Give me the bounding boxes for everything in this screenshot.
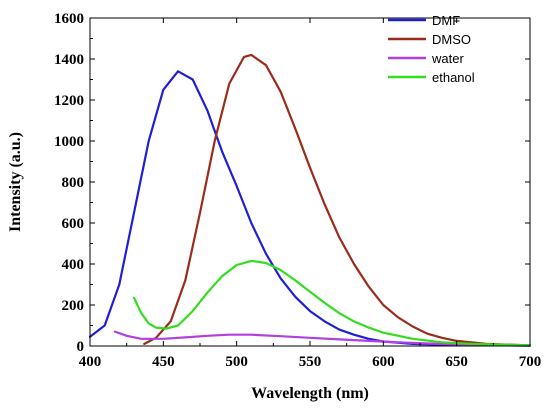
y-tick-label: 600 [62,216,85,232]
y-tick-label: 1000 [54,134,84,150]
y-tick-label: 1600 [54,11,84,27]
x-tick-label: 450 [152,354,175,370]
series-layer [88,53,532,347]
series-line-dmso [143,53,532,347]
ticks-layer: 400 450 500 550 600 650 700 0 200 400 600 800 1000 12… [54,11,541,370]
legend-label-water: water [431,51,464,66]
plot-frame [89,17,531,347]
x-tick-label: 600 [372,354,395,370]
legend: DMF DMSO water ethanol [388,13,475,85]
series-line-ethanol [132,259,532,347]
y-tick-label: 1200 [54,93,84,109]
y-tick-label: 400 [62,257,85,273]
legend-label-dmso: DMSO [432,32,471,47]
x-axis-title: Wavelength (nm) [251,385,369,402]
series-line-water [113,330,532,347]
x-tick-label: 700 [519,354,542,370]
legend-label-ethanol: ethanol [432,70,475,85]
y-tick-label: 200 [62,298,85,314]
x-tick-label: 500 [225,354,248,370]
axes-layer [89,17,531,347]
y-tick-label: 0 [77,339,85,355]
x-tick-label: 400 [79,354,102,370]
y-tick-label: 1400 [54,52,84,68]
x-tick-label: 650 [445,354,468,370]
y-axis-title: Intensity (a.u.) [7,132,24,232]
series-line-dmf [88,70,532,347]
x-tick-label: 550 [299,354,322,370]
legend-label-dmf: DMF [432,13,460,28]
y-tick-label: 800 [62,175,85,191]
